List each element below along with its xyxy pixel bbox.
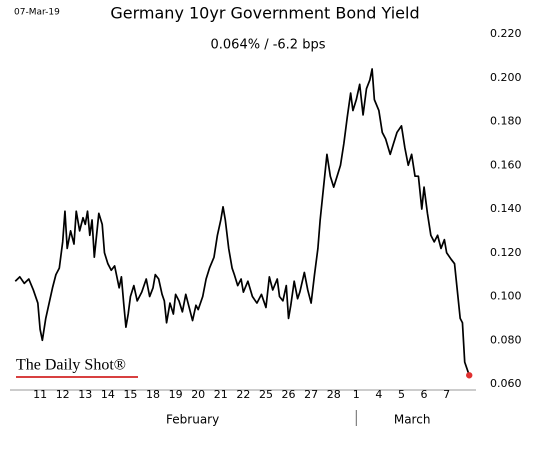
x-tick-label: 27: [304, 388, 318, 401]
x-tick-label: 5: [398, 388, 405, 401]
y-tick-label: 0.200: [490, 71, 522, 84]
source-logo: The Daily Shot®: [16, 357, 126, 374]
end-marker: [466, 372, 473, 379]
x-tick-label: 14: [101, 388, 115, 401]
x-tick-label: 7: [443, 388, 450, 401]
y-tick-label: 0.180: [490, 115, 522, 128]
x-tick-label: 28: [327, 388, 341, 401]
x-tick-label: 4: [375, 388, 382, 401]
x-tick-label: 21: [214, 388, 228, 401]
y-tick-label: 0.060: [490, 377, 522, 390]
month-label: March: [394, 413, 431, 427]
x-tick-label: 22: [236, 388, 250, 401]
y-tick-label: 0.160: [490, 158, 522, 171]
month-label: February: [166, 413, 219, 427]
x-tick-label: 18: [146, 388, 160, 401]
x-tick-label: 26: [282, 388, 296, 401]
x-tick-label: 25: [259, 388, 273, 401]
y-tick-label: 0.140: [490, 202, 522, 215]
x-tick-label: 15: [123, 388, 137, 401]
x-tick-label: 19: [169, 388, 183, 401]
x-tick-label: 12: [56, 388, 70, 401]
x-tick-label: 6: [421, 388, 428, 401]
y-tick-label: 0.100: [490, 290, 522, 303]
x-tick-label: 11: [33, 388, 47, 401]
y-tick-label: 0.220: [490, 27, 522, 40]
chart-title: Germany 10yr Government Bond Yield: [110, 4, 419, 23]
chart-date: 07-Mar-19: [14, 8, 60, 18]
x-tick-label: 20: [191, 388, 205, 401]
x-tick-label: 1: [353, 388, 360, 401]
y-tick-label: 0.080: [490, 333, 522, 346]
y-tick-label: 0.120: [490, 246, 522, 259]
line-series: [14, 68, 471, 376]
x-tick-label: 13: [78, 388, 92, 401]
chart-subtitle: 0.064% / -6.2 bps: [211, 38, 326, 53]
